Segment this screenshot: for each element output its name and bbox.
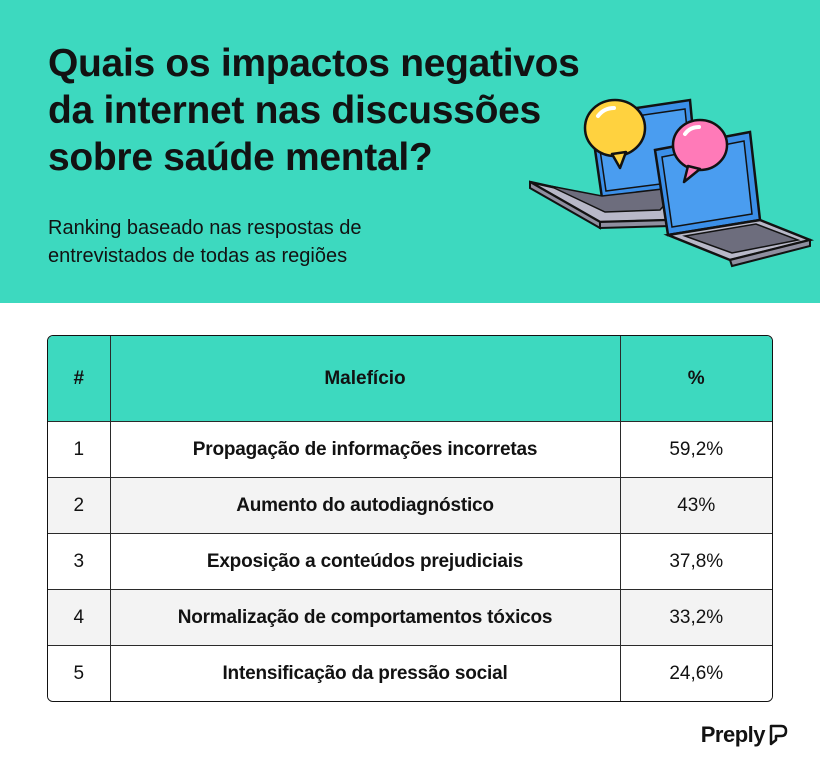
column-header-rank: # (48, 336, 111, 422)
laptops-illustration (529, 98, 815, 268)
title-line: sobre saúde mental? (48, 136, 433, 179)
column-header-percent: % (619, 336, 772, 422)
table-row: 1 Propagação de informações incorretas 5… (48, 421, 772, 478)
item-cell: Propagação de informações incorretas (109, 421, 621, 478)
item-cell: Intensificação da pressão social (109, 645, 621, 701)
page-subtitle: Ranking baseado nas respostas de entrevi… (48, 214, 468, 270)
title-line: Quais os impactos negativos (48, 42, 580, 85)
percent-cell: 37,8% (619, 533, 772, 590)
percent-cell: 59,2% (619, 421, 772, 478)
brand-name: Preply (700, 722, 766, 747)
item-cell: Normalização de comportamentos tóxicos (109, 589, 621, 646)
rank-cell: 4 (48, 589, 111, 646)
subtitle-line: entrevistados de todas as regiões (48, 245, 348, 267)
rank-cell: 1 (48, 421, 111, 478)
item-cell: Exposição a conteúdos prejudiciais (109, 533, 621, 590)
rank-cell: 5 (48, 645, 111, 701)
item-cell: Aumento do autodiagnóstico (109, 477, 621, 534)
page-title: Quais os impactos negativos da internet … (48, 40, 608, 181)
ranking-table: # Malefício % 1 Propagação de informaçõe… (47, 335, 773, 702)
percent-cell: 33,2% (619, 589, 772, 646)
table-row: 2 Aumento do autodiagnóstico 43% (48, 477, 772, 534)
rank-cell: 3 (48, 533, 111, 590)
column-header-item: Malefício (109, 336, 621, 422)
preply-logo-icon (769, 724, 788, 746)
header-banner: Quais os impactos negativos da internet … (0, 0, 820, 303)
table-row: 4 Normalização de comportamentos tóxicos… (48, 589, 772, 646)
percent-cell: 43% (619, 477, 772, 534)
rank-cell: 2 (48, 477, 111, 534)
percent-cell: 24,6% (619, 645, 772, 701)
table-header-row: # Malefício % (48, 336, 772, 422)
brand-logo: Preply (701, 720, 788, 750)
speech-bubble-icon (671, 118, 729, 184)
title-line: da internet nas discussões (48, 89, 541, 132)
speech-bubble-icon (583, 98, 647, 170)
table-row: 5 Intensificação da pressão social 24,6% (48, 645, 772, 701)
subtitle-line: Ranking baseado nas respostas de (48, 217, 362, 239)
table-row: 3 Exposição a conteúdos prejudiciais 37,… (48, 533, 772, 590)
